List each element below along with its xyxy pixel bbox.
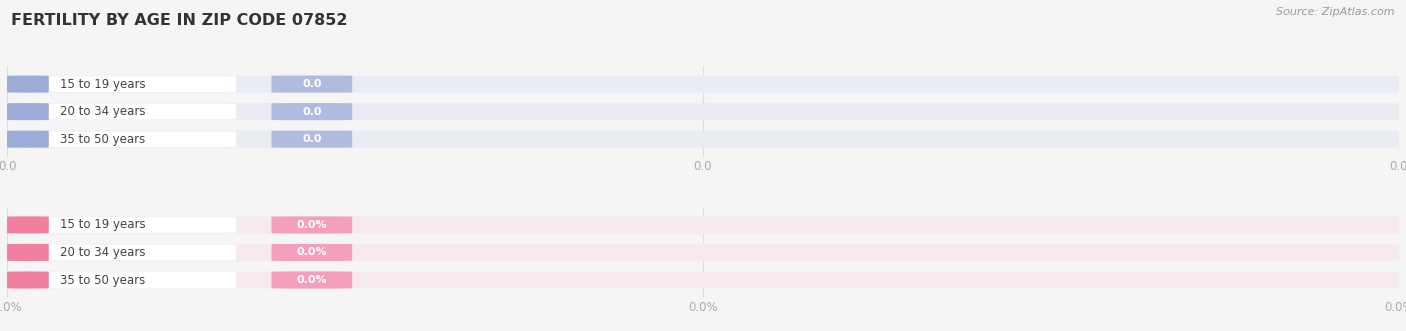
FancyBboxPatch shape — [7, 216, 1399, 233]
FancyBboxPatch shape — [13, 104, 236, 119]
Text: 35 to 50 years: 35 to 50 years — [60, 273, 145, 287]
FancyBboxPatch shape — [13, 217, 236, 233]
FancyBboxPatch shape — [13, 245, 236, 260]
FancyBboxPatch shape — [271, 103, 353, 120]
FancyBboxPatch shape — [7, 271, 49, 289]
FancyBboxPatch shape — [7, 103, 1399, 120]
FancyBboxPatch shape — [271, 131, 353, 148]
FancyBboxPatch shape — [13, 272, 236, 288]
Text: 0.0: 0.0 — [302, 107, 322, 117]
FancyBboxPatch shape — [7, 131, 1399, 148]
Text: 0.0: 0.0 — [302, 134, 322, 144]
FancyBboxPatch shape — [7, 75, 49, 93]
FancyBboxPatch shape — [7, 131, 49, 148]
Text: 15 to 19 years: 15 to 19 years — [60, 218, 146, 231]
Text: 35 to 50 years: 35 to 50 years — [60, 133, 145, 146]
Text: 0.0%: 0.0% — [297, 220, 328, 230]
Text: 20 to 34 years: 20 to 34 years — [60, 105, 145, 118]
FancyBboxPatch shape — [13, 76, 236, 92]
FancyBboxPatch shape — [7, 216, 49, 233]
FancyBboxPatch shape — [271, 244, 353, 261]
Text: 15 to 19 years: 15 to 19 years — [60, 77, 146, 91]
FancyBboxPatch shape — [7, 244, 1399, 261]
FancyBboxPatch shape — [271, 271, 353, 289]
FancyBboxPatch shape — [13, 131, 236, 147]
Text: 0.0: 0.0 — [302, 79, 322, 89]
FancyBboxPatch shape — [7, 244, 49, 261]
Text: 0.0%: 0.0% — [297, 275, 328, 285]
FancyBboxPatch shape — [7, 271, 1399, 289]
FancyBboxPatch shape — [271, 216, 353, 233]
Text: 20 to 34 years: 20 to 34 years — [60, 246, 145, 259]
Text: 0.0%: 0.0% — [297, 248, 328, 258]
FancyBboxPatch shape — [7, 75, 1399, 93]
Text: FERTILITY BY AGE IN ZIP CODE 07852: FERTILITY BY AGE IN ZIP CODE 07852 — [11, 13, 347, 28]
FancyBboxPatch shape — [271, 75, 353, 93]
FancyBboxPatch shape — [7, 103, 49, 120]
Text: Source: ZipAtlas.com: Source: ZipAtlas.com — [1277, 7, 1395, 17]
